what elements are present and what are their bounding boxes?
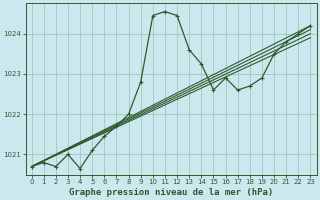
X-axis label: Graphe pression niveau de la mer (hPa): Graphe pression niveau de la mer (hPa)	[69, 188, 273, 197]
